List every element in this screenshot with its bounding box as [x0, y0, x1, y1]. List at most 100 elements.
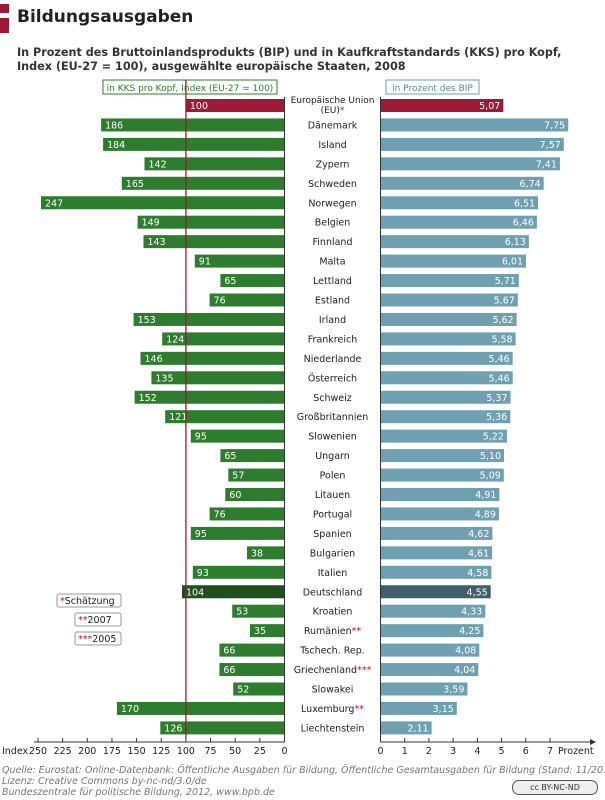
kks-value-label: 76: [214, 509, 226, 520]
bip-bar: [380, 157, 560, 171]
country-label: Dänemark: [308, 120, 358, 131]
kks-value-label: 152: [139, 393, 157, 404]
bip-bar: [380, 137, 564, 151]
bip-value-label: 4,08: [455, 646, 476, 657]
country-label: Deutschland: [303, 587, 363, 598]
bip-bar: [380, 196, 539, 210]
left-axis-label: Index: [2, 746, 29, 757]
kks-value-label: 52: [237, 685, 249, 696]
kks-value-label: 143: [148, 237, 166, 248]
chart-title: Bildungsausgaben: [17, 7, 194, 27]
bip-bar: [380, 663, 479, 677]
kks-bar: [225, 488, 285, 501]
country-label: Schweiz: [313, 393, 352, 404]
right-tick-label: 0: [377, 746, 383, 757]
bip-bar: [380, 526, 493, 540]
bip-bar: [380, 468, 504, 482]
country-label: Niederlande: [304, 354, 362, 365]
bip-bar: [380, 604, 486, 618]
kks-bar: [233, 682, 285, 696]
kks-value-label: 165: [126, 179, 144, 190]
bip-bar: [380, 429, 507, 443]
bip-bar: [380, 488, 500, 501]
kks-bar: [134, 390, 285, 404]
left-tick-label: 100: [177, 746, 195, 757]
bip-bar: [380, 682, 468, 696]
bip-value-label: 6,51: [514, 198, 535, 209]
bip-value-label: 6,46: [513, 218, 534, 229]
bip-value-label: 5,22: [483, 432, 504, 443]
country-label: Bulgarien: [310, 548, 355, 559]
bip-bar: [380, 371, 513, 385]
country-label: Frankreich: [308, 334, 357, 345]
left-tick-label: 175: [103, 746, 121, 757]
kks-value-label: 65: [224, 276, 236, 287]
kks-value-label: 170: [121, 704, 139, 715]
footnote-text: ***2005: [78, 634, 116, 645]
bip-value-label: 5,58: [491, 334, 512, 345]
bip-bar: [380, 274, 519, 288]
bip-value-label: 2,11: [407, 723, 428, 734]
kks-value-label: 186: [105, 120, 123, 131]
kks-bar: [228, 468, 285, 482]
kks-bar: [185, 99, 285, 112]
kks-value-label: 95: [195, 432, 207, 443]
title-accent-large: [0, 18, 9, 33]
country-label: Großbritannien: [297, 412, 369, 423]
kks-bar: [209, 293, 285, 307]
cc-license-badge: cc BY-NC-ND: [512, 780, 598, 795]
bip-bar: [380, 624, 484, 638]
bip-bar: [380, 312, 517, 326]
legend-label-kks: in KKS pro Kopf, Index (EU-27 = 100): [107, 84, 274, 94]
bip-value-label: 5,46: [489, 354, 510, 365]
legend-box-kks: [102, 79, 278, 95]
kks-bar: [219, 643, 285, 657]
bip-bar: [380, 507, 499, 521]
kks-bar: [162, 332, 285, 346]
kks-bar: [101, 118, 285, 132]
bip-bar: [380, 565, 492, 579]
source-line: Quelle: Eurostat: Online-Datenbank: Öffe…: [2, 765, 605, 776]
bip-value-label: 5,46: [489, 373, 510, 384]
right-tick-label: 5: [499, 746, 505, 757]
right-tick-label: 1: [402, 746, 408, 757]
kks-value-label: 247: [45, 198, 63, 209]
title-accent: [0, 4, 10, 34]
bip-bar: [380, 235, 529, 249]
kks-bar: [190, 526, 285, 540]
chart-subtitle: In Prozent des Bruttoinlandsprodukts (BI…: [17, 46, 562, 73]
kks-bar: [192, 565, 285, 579]
kks-bar: [41, 196, 285, 210]
right-tick-label: 3: [450, 746, 456, 757]
kks-value-label: 93: [197, 568, 209, 579]
bip-value-label: 4,62: [468, 529, 489, 540]
bip-bar: [380, 585, 491, 599]
country-label: Griechenland***: [294, 665, 372, 676]
kks-bar: [165, 410, 285, 424]
country-label: Litauen: [315, 490, 350, 501]
kks-bar: [116, 701, 285, 715]
kks-value-label: 60: [229, 490, 241, 501]
country-label: Europäische Union: [291, 96, 375, 106]
kks-value-label: 57: [232, 471, 244, 482]
bip-value-label: 5,67: [494, 296, 515, 307]
publisher-line: Bundeszentrale für politische Bildung, 2…: [2, 787, 275, 798]
left-tick-label: 225: [54, 746, 72, 757]
kks-bar: [250, 624, 285, 638]
kks-value-label: 126: [164, 723, 182, 734]
kks-value-label: 142: [149, 159, 167, 170]
kks-value-label: 184: [107, 140, 125, 151]
legend-label-bip: in Prozent des BIP: [392, 84, 473, 94]
left-tick-label: 200: [78, 746, 96, 757]
country-label: Slowakei: [312, 685, 354, 696]
bip-value-label: 4,61: [468, 548, 489, 559]
bip-bar: [380, 449, 504, 463]
bip-value-label: 6,74: [520, 179, 541, 190]
bip-value-label: 4,89: [475, 509, 496, 520]
kks-bar: [219, 663, 285, 677]
kks-bar: [144, 157, 285, 171]
bip-value-label: 3,15: [433, 704, 454, 715]
bip-value-label: 7,75: [544, 120, 565, 131]
country-label-line2: (EU)*: [321, 106, 345, 116]
